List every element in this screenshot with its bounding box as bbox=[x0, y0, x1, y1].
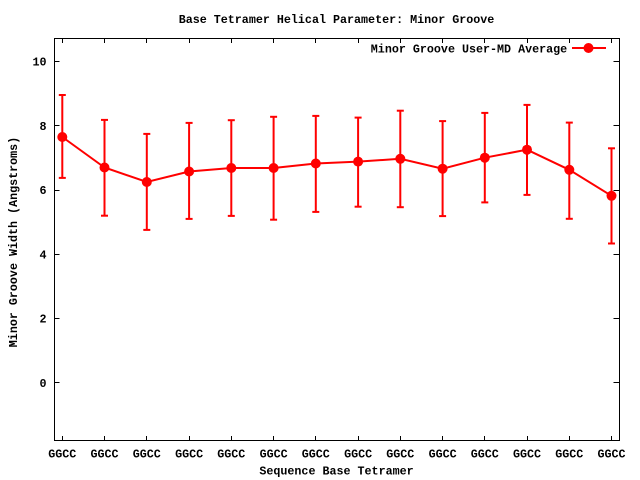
svg-text:6: 6 bbox=[39, 184, 46, 198]
svg-text:GGCC: GGCC bbox=[597, 448, 625, 462]
svg-text:Base Tetramer Helical Paramete: Base Tetramer Helical Parameter: Minor G… bbox=[179, 13, 495, 27]
svg-text:GGCC: GGCC bbox=[513, 448, 541, 462]
svg-text:GGCC: GGCC bbox=[471, 448, 499, 462]
svg-text:GGCC: GGCC bbox=[133, 448, 161, 462]
svg-text:10: 10 bbox=[32, 56, 46, 70]
svg-text:8: 8 bbox=[39, 120, 46, 134]
svg-text:GGCC: GGCC bbox=[429, 448, 457, 462]
svg-text:4: 4 bbox=[39, 248, 46, 262]
svg-text:GGCC: GGCC bbox=[386, 448, 414, 462]
svg-text:2: 2 bbox=[39, 313, 46, 327]
svg-text:GGCC: GGCC bbox=[90, 448, 118, 462]
svg-text:GGCC: GGCC bbox=[260, 448, 288, 462]
svg-text:Minor Groove Width (Angstroms): Minor Groove Width (Angstroms) bbox=[7, 137, 21, 347]
svg-text:GGCC: GGCC bbox=[344, 448, 372, 462]
svg-text:Sequence Base Tetramer: Sequence Base Tetramer bbox=[259, 465, 413, 479]
svg-text:GGCC: GGCC bbox=[555, 448, 583, 462]
svg-text:GGCC: GGCC bbox=[302, 448, 330, 462]
svg-text:GGCC: GGCC bbox=[175, 448, 203, 462]
svg-text:GGCC: GGCC bbox=[217, 448, 245, 462]
svg-text:Minor Groove User-MD Average: Minor Groove User-MD Average bbox=[371, 42, 567, 56]
svg-text:0: 0 bbox=[39, 377, 46, 391]
svg-text:GGCC: GGCC bbox=[48, 448, 76, 462]
